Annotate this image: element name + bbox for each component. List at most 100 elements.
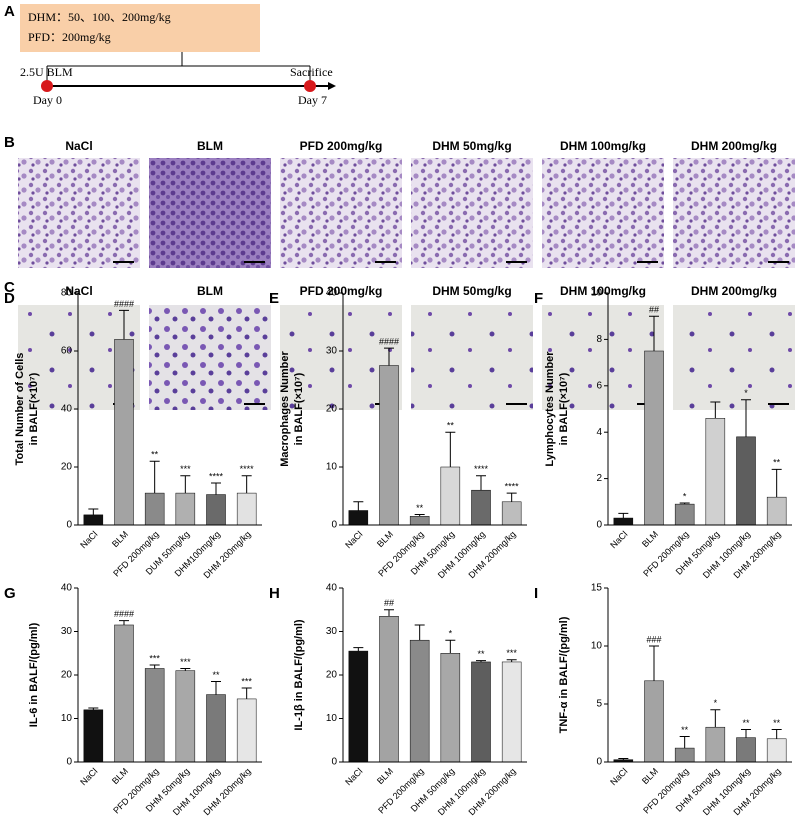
significance: ***	[180, 657, 191, 667]
error-bar	[180, 475, 191, 494]
error-bar	[384, 347, 394, 366]
error-bar	[241, 687, 252, 699]
micrograph	[411, 305, 533, 410]
image-title: DHM 50mg/kg	[432, 139, 511, 153]
y-tick-label: 2	[596, 473, 602, 484]
error-bar	[211, 482, 221, 495]
bar	[471, 489, 491, 526]
time-point	[41, 80, 53, 92]
significance: *	[449, 629, 453, 639]
y-axis-label: Lymphocytes Number	[544, 351, 556, 467]
image-title: NaCl	[65, 139, 92, 153]
bar	[409, 639, 430, 763]
bar	[83, 514, 104, 526]
panel-letter: D	[4, 290, 15, 307]
y-tick-label: 20	[326, 404, 338, 415]
bar	[736, 436, 756, 526]
bar	[144, 668, 165, 763]
x-tick-label: BLM	[110, 529, 130, 549]
significance: ##	[649, 305, 659, 315]
x-tick-label: NaCl	[608, 766, 629, 787]
error-bar	[771, 729, 782, 739]
axes	[77, 293, 262, 526]
bar	[644, 680, 664, 763]
bar	[705, 418, 726, 526]
error-bar	[88, 508, 99, 515]
bar	[175, 492, 196, 526]
bar	[674, 747, 695, 763]
image-title: DHM 200mg/kg	[691, 139, 777, 153]
image-title: NaCl	[65, 284, 92, 298]
box-line: PFD：200mg/kg	[28, 30, 111, 44]
micrograph	[673, 305, 795, 410]
y-axis-label: Total Number of Cells	[14, 353, 26, 466]
y-axis-label: IL-6 in BALF/(pg/ml)	[28, 622, 40, 727]
error-bar	[679, 735, 690, 749]
significance: **	[773, 458, 781, 468]
micrograph	[280, 158, 402, 268]
error-bar	[476, 660, 486, 662]
y-axis-label: Macrophages Number	[279, 351, 291, 467]
micrograph	[411, 158, 533, 268]
y-tick-label: 40	[326, 288, 338, 299]
axes	[342, 588, 527, 763]
time-point	[304, 80, 316, 92]
significance: **	[477, 649, 485, 659]
x-tick-label: BLM	[110, 766, 130, 786]
bar	[114, 624, 134, 763]
significance: ****	[209, 471, 224, 481]
error-bar	[618, 758, 629, 760]
start-day: Day 0	[33, 93, 62, 107]
panel-letter: I	[534, 585, 538, 602]
bar	[144, 492, 165, 526]
image-title: PFD 200mg/kg	[300, 284, 383, 298]
y-tick-label: 0	[66, 757, 72, 768]
y-tick-label: 20	[61, 462, 73, 473]
micrograph	[149, 305, 271, 410]
bar	[705, 726, 726, 763]
significance: ####	[114, 609, 134, 619]
error-bar	[771, 468, 782, 498]
y-tick-label: 20	[61, 670, 73, 681]
error-bar	[353, 501, 364, 511]
y-tick-label: 20	[326, 670, 338, 681]
micrograph	[673, 158, 795, 268]
error-bar	[649, 645, 659, 681]
error-bar	[119, 620, 129, 625]
error-bar	[741, 399, 751, 437]
bar	[674, 503, 695, 526]
treatment-box	[20, 4, 260, 52]
bar	[206, 494, 226, 526]
significance: **	[212, 670, 220, 680]
significance: ***	[506, 648, 517, 658]
x-tick-label: NaCl	[343, 529, 364, 550]
y-axis-label: in BALF(×10⁷)	[558, 372, 570, 445]
micrograph	[542, 158, 664, 268]
y-tick-label: 0	[596, 757, 602, 768]
significance: ***	[149, 653, 160, 663]
x-tick-label: NaCl	[608, 529, 629, 550]
bar	[236, 492, 257, 526]
panel-letter: C	[4, 279, 15, 296]
significance: *	[683, 491, 687, 501]
bar	[440, 653, 461, 763]
error-bar	[741, 729, 751, 738]
y-tick-label: 10	[326, 713, 338, 724]
error-bar	[149, 460, 160, 494]
y-tick-label: 30	[326, 626, 338, 637]
significance: **	[742, 718, 750, 728]
x-tick-label: NaCl	[343, 766, 364, 787]
y-tick-label: 0	[331, 520, 337, 531]
error-bar	[618, 512, 629, 519]
y-tick-label: 10	[591, 288, 603, 299]
x-tick-label: BLM	[375, 766, 395, 786]
panel-letter: B	[4, 134, 15, 151]
bar	[409, 516, 430, 526]
error-bar	[506, 659, 517, 662]
error-bar	[476, 475, 486, 491]
image-title: BLM	[197, 284, 223, 298]
arrow-head	[328, 82, 336, 90]
error-bar	[679, 502, 690, 505]
y-tick-label: 5	[596, 699, 602, 710]
